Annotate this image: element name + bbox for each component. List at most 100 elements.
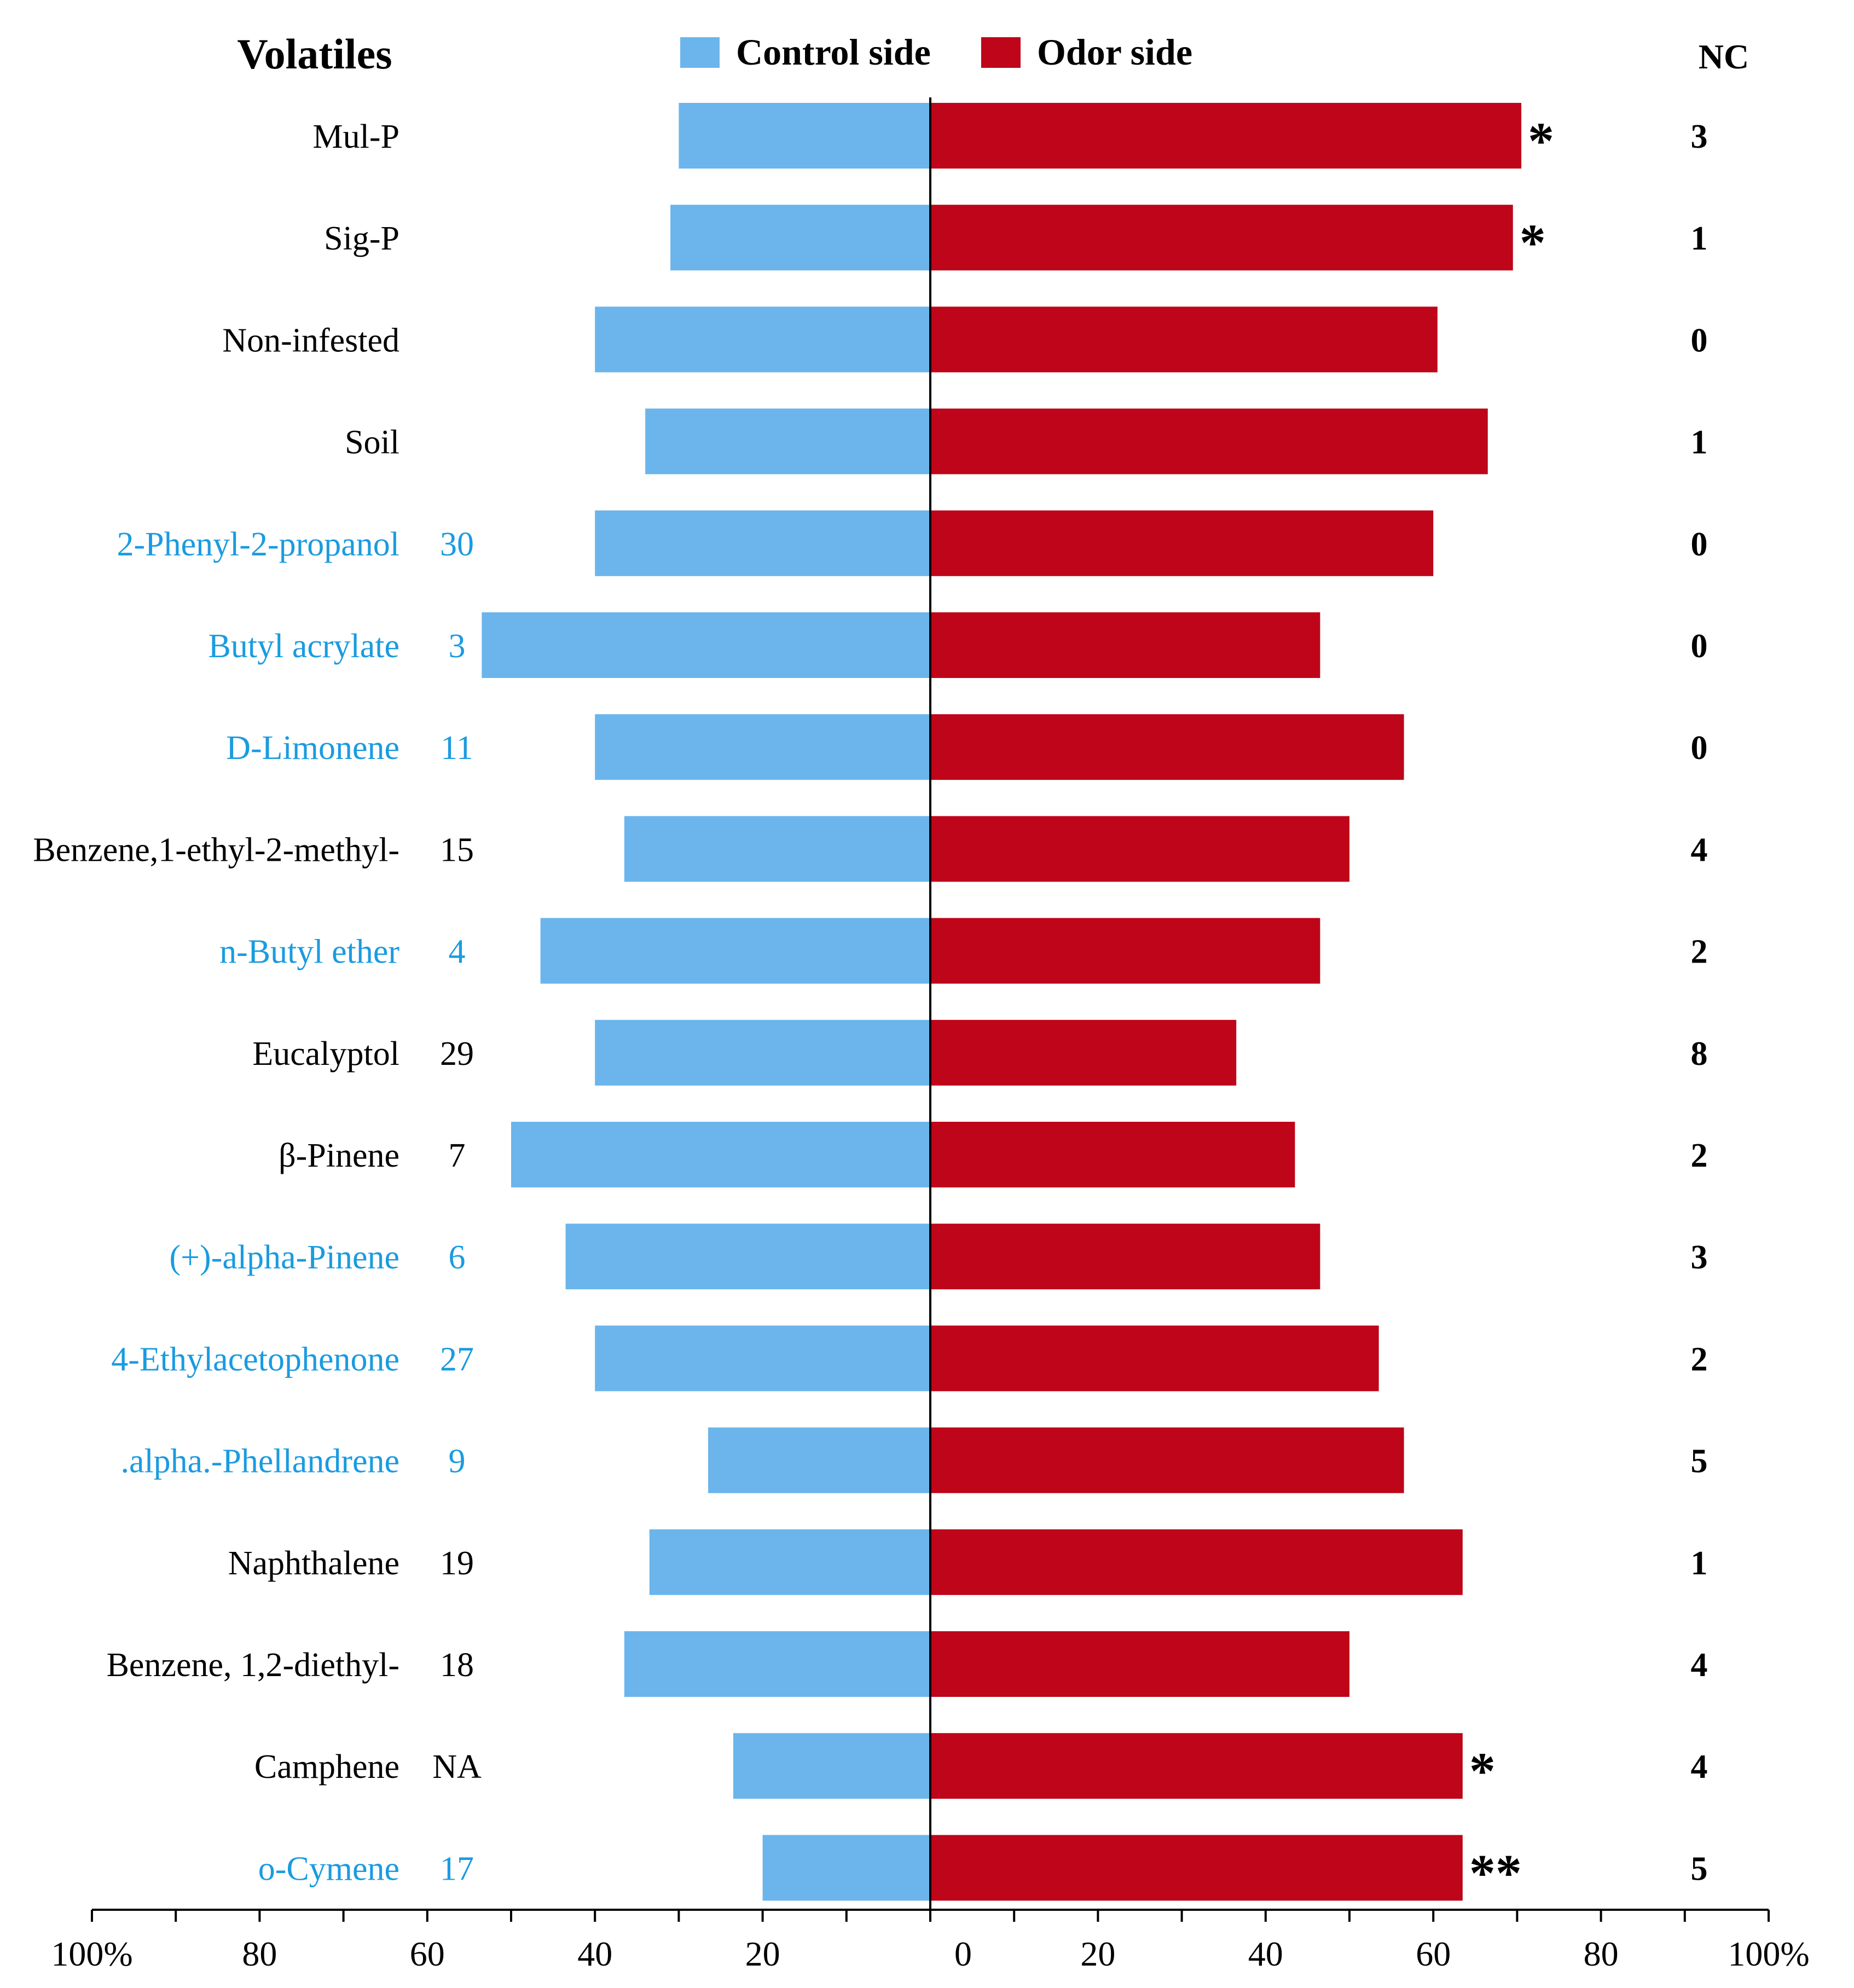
row-number: 30 [440,526,474,563]
x-tick-label: 40 [577,1934,612,1973]
bar-control [595,714,930,780]
bar-odor [930,1733,1463,1799]
nc-value: 2 [1691,934,1708,971]
nc-value: 4 [1691,1748,1708,1786]
x-tick-label: 60 [410,1934,445,1973]
row-label: o-Cymene [258,1850,399,1887]
nc-value: 8 [1691,1035,1708,1073]
bar-odor [930,1631,1349,1697]
bar-odor [930,408,1488,474]
nc-value: 2 [1691,1341,1708,1378]
row-number: 15 [440,831,474,868]
x-tick-label: 60 [1416,1934,1451,1973]
row-label: Benzene, 1,2-diethyl- [107,1647,399,1684]
nc-value: 0 [1691,628,1708,665]
bar-control [762,1835,930,1901]
row-label: Soil [345,424,399,461]
row-number: 7 [449,1137,466,1174]
bar-odor [930,205,1513,271]
nc-value: 1 [1691,220,1708,257]
row-label: n-Butyl ether [219,934,399,971]
nc-value: 0 [1691,729,1708,767]
x-tick-label: 20 [745,1934,780,1973]
bar-control [540,918,930,984]
x-tick-label: 100% [1728,1934,1809,1973]
row-label: 2-Phenyl-2-propanol [117,526,399,563]
bar-odor [930,1122,1295,1187]
legend-label-odor: Odor side [1037,31,1192,73]
row-number: 9 [449,1443,466,1480]
legend: Control side Odor side [680,31,1192,73]
x-axis: 100% 80 60 40 20 0 20 40 60 80 100% [51,1909,1810,1973]
nc-value: 1 [1691,1545,1708,1582]
row-label: Sig-P [324,220,399,257]
nc-value: 2 [1691,1137,1708,1174]
nc-value: 4 [1691,831,1708,868]
row-label: .alpha.-Phellandrene [120,1443,399,1480]
bar-odor [930,1019,1237,1086]
row-label: β-Pinene [279,1137,399,1174]
bar-odor [930,103,1522,169]
bar-odor [930,1224,1320,1290]
bar-control [565,1224,930,1290]
bar-odor [930,816,1349,882]
bar-control [645,408,930,474]
significance-marker: ** [1469,1844,1522,1902]
bar-odor [930,510,1434,576]
legend-label-control: Control side [736,31,931,73]
bar-control [733,1733,930,1799]
x-tick-label: 80 [242,1934,277,1973]
bar-odor [930,1325,1379,1392]
row-number: 29 [440,1035,474,1073]
x-tick-label: 0 [954,1934,972,1973]
bar-control [595,1325,930,1392]
bar-odor [930,612,1320,678]
nc-value: 3 [1691,118,1708,155]
row-label: 4-Ethylacetophenone [111,1341,399,1378]
significance-marker: * [1469,1742,1496,1800]
bar-control [679,103,930,169]
row-number: 27 [440,1341,474,1378]
bar-control [670,205,930,271]
nc-value: 5 [1691,1443,1708,1480]
bar-control [595,306,930,373]
significance-marker: * [1528,112,1554,170]
bars-group [482,97,1522,1910]
row-label: D-Limonene [226,729,399,767]
bar-odor [930,918,1320,984]
row-number: 4 [449,934,466,971]
x-tick-label: 40 [1248,1934,1283,1973]
bar-odor [930,306,1438,373]
bar-control [511,1122,930,1187]
bar-odor [930,1835,1463,1901]
legend-swatch-odor [981,37,1021,68]
bar-control [482,612,930,678]
volatiles-header: Volatiles [237,30,392,78]
bar-control [595,510,930,576]
bar-odor [930,1427,1404,1493]
row-labels: Mul-P * 3 Sig-P * 1 Non-infested 0 Soil 1 2-Phenyl… [33,112,1707,1902]
x-tick-label: 80 [1584,1934,1619,1973]
row-number: 19 [440,1545,474,1582]
row-number: 11 [441,729,473,767]
x-tick-label: 100% [51,1934,132,1973]
row-label: (+)-alpha-Pinene [169,1239,399,1276]
bar-odor [930,1529,1463,1595]
bar-control [624,816,930,882]
column-headers: Volatiles NC [237,30,1749,78]
bar-control [595,1019,930,1086]
row-number: 18 [440,1647,474,1684]
x-tick-label: 20 [1080,1934,1115,1973]
row-label: Non-infested [222,322,399,359]
bar-control [624,1631,930,1697]
row-label: Butyl acrylate [208,628,399,665]
nc-value: 4 [1691,1647,1708,1684]
row-number: 6 [449,1239,466,1276]
nc-value: 0 [1691,322,1708,359]
nc-value: 1 [1691,424,1708,461]
nc-value: 0 [1691,526,1708,563]
bar-control [649,1529,930,1595]
bar-control [708,1427,930,1493]
bar-odor [930,714,1404,780]
